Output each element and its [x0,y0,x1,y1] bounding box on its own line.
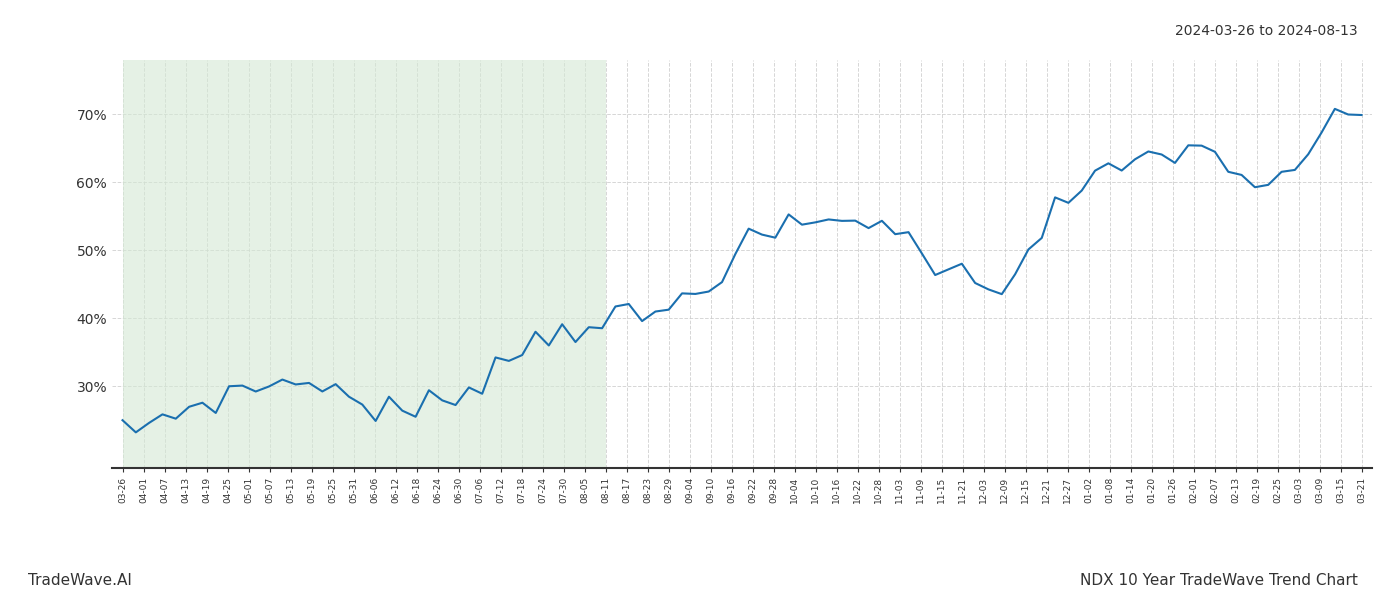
Text: TradeWave.AI: TradeWave.AI [28,573,132,588]
Text: NDX 10 Year TradeWave Trend Chart: NDX 10 Year TradeWave Trend Chart [1081,573,1358,588]
Text: 2024-03-26 to 2024-08-13: 2024-03-26 to 2024-08-13 [1176,24,1358,38]
Bar [123,60,605,468]
